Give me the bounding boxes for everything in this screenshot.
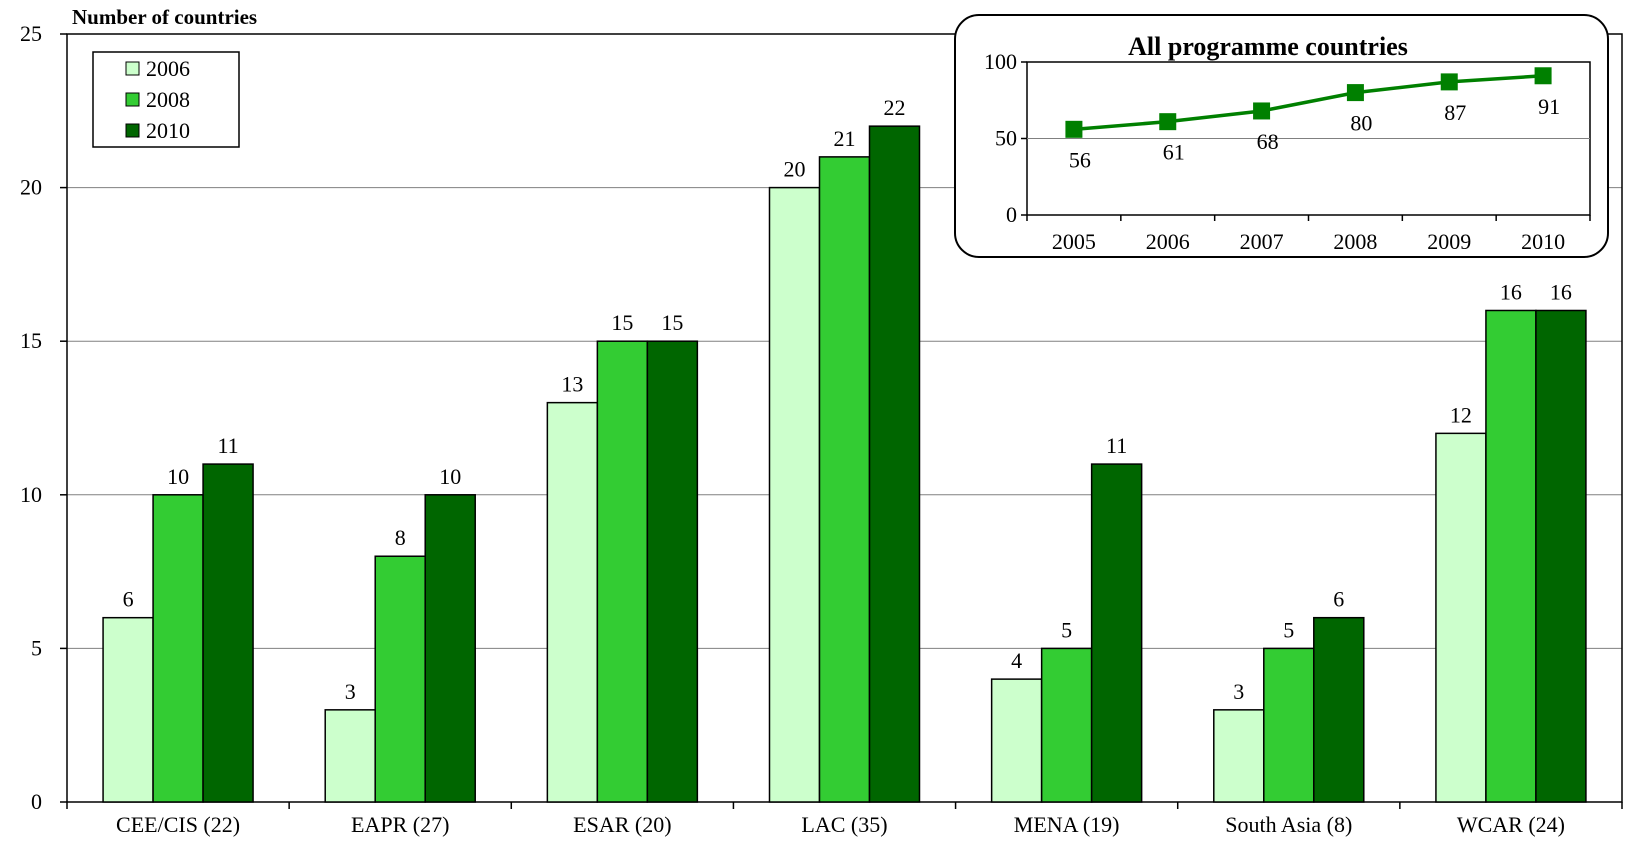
bar-value-label: 3 bbox=[1233, 679, 1244, 704]
bar-2010 bbox=[1535, 309, 1587, 803]
inset-x-tick-label: 2009 bbox=[1427, 229, 1471, 254]
inset-y-tick-label: 50 bbox=[995, 126, 1017, 151]
category-label: WCAR (24) bbox=[1457, 812, 1565, 837]
bar-value-label: 3 bbox=[345, 679, 356, 704]
y-tick-label: 25 bbox=[20, 21, 42, 46]
inset-point-label: 61 bbox=[1163, 140, 1185, 165]
legend-label: 2010 bbox=[146, 118, 190, 143]
bar-2006 bbox=[990, 678, 1043, 803]
inset-point-label: 87 bbox=[1444, 100, 1466, 125]
inset-point-label: 80 bbox=[1350, 111, 1372, 136]
inset-x-tick-label: 2008 bbox=[1333, 229, 1377, 254]
inset-point-label: 68 bbox=[1257, 129, 1279, 154]
y-axis-title: Number of countries bbox=[72, 5, 257, 29]
y-tick-label: 5 bbox=[31, 635, 42, 660]
bar-2008 bbox=[1263, 647, 1315, 803]
bar-value-label: 4 bbox=[1011, 648, 1022, 673]
inset-point-marker bbox=[1253, 102, 1271, 120]
bar-2008 bbox=[1040, 647, 1093, 803]
bar-value-label: 5 bbox=[1061, 617, 1072, 642]
bar-value-label: 20 bbox=[784, 157, 806, 182]
category-label: MENA (19) bbox=[1014, 812, 1120, 837]
bar-2010 bbox=[1313, 616, 1365, 803]
legend-swatch bbox=[125, 92, 140, 107]
inset-x-tick-label: 2005 bbox=[1052, 229, 1096, 254]
y-tick-label: 0 bbox=[31, 789, 42, 814]
inset-point-marker bbox=[1534, 67, 1552, 85]
inset-series-line bbox=[1073, 74, 1544, 132]
bar-2008 bbox=[1485, 309, 1537, 803]
bar-2010 bbox=[646, 340, 699, 803]
category-label: EAPR (27) bbox=[351, 812, 449, 837]
bar-2008 bbox=[596, 340, 649, 803]
inset-chart: All programme countries 0 50 100 56 2005 61 200… bbox=[954, 14, 1609, 258]
inset-y-tick-label: 0 bbox=[1006, 202, 1017, 227]
category-label: South Asia (8) bbox=[1225, 812, 1352, 837]
bar-value-label: 15 bbox=[611, 310, 633, 335]
inset-x-tick-label: 2007 bbox=[1240, 229, 1284, 254]
bar-2008 bbox=[374, 555, 426, 803]
inset-point-label: 56 bbox=[1069, 147, 1091, 172]
main-bars bbox=[102, 125, 1587, 803]
y-tick-label: 20 bbox=[20, 175, 42, 200]
bar-value-label: 21 bbox=[834, 126, 856, 151]
bar-2008 bbox=[152, 494, 204, 803]
category-label: LAC (35) bbox=[801, 812, 887, 837]
inset-x-tick-label: 2010 bbox=[1521, 229, 1565, 254]
bar-value-label: 10 bbox=[439, 464, 461, 489]
inset-y-tick-label: 100 bbox=[984, 49, 1017, 74]
main-tick-labels: 0 5 10 15 20 25 bbox=[20, 21, 42, 814]
bar-2008 bbox=[818, 156, 871, 803]
bar-value-label: 6 bbox=[123, 587, 134, 612]
inset-x-tick-label: 2006 bbox=[1146, 229, 1190, 254]
legend: 2006 2008 2010 bbox=[92, 51, 240, 148]
legend-swatch bbox=[125, 61, 140, 76]
bar-value-label: 13 bbox=[561, 372, 583, 397]
legend-box bbox=[92, 51, 240, 148]
bar-2006 bbox=[546, 401, 599, 803]
bar-2010 bbox=[424, 494, 476, 803]
inset-point-marker bbox=[1065, 120, 1083, 138]
bar-2006 bbox=[102, 616, 154, 803]
legend-swatch bbox=[125, 123, 140, 138]
inset-point-marker bbox=[1159, 113, 1177, 131]
bar-2010 bbox=[1090, 463, 1143, 803]
bar-value-label: 5 bbox=[1283, 617, 1294, 642]
inset-point-marker bbox=[1440, 73, 1458, 91]
bar-2006 bbox=[1435, 432, 1487, 803]
bar-2010 bbox=[868, 125, 921, 803]
bar-value-label: 16 bbox=[1500, 279, 1522, 304]
inset-point-label: 91 bbox=[1538, 94, 1560, 119]
legend-label: 2006 bbox=[146, 56, 190, 81]
bar-value-label: 6 bbox=[1333, 587, 1344, 612]
bar-value-label: 22 bbox=[884, 95, 906, 120]
bar-value-label: 11 bbox=[1106, 433, 1127, 458]
y-tick-label: 15 bbox=[20, 328, 42, 353]
y-tick-label: 10 bbox=[20, 482, 42, 507]
bar-2006 bbox=[768, 186, 821, 803]
category-label: ESAR (20) bbox=[573, 812, 671, 837]
bar-value-label: 12 bbox=[1450, 402, 1472, 427]
main-category-labels: CEE/CIS (22) EAPR (27) ESAR (20) LAC (35) ME… bbox=[116, 812, 1565, 837]
bar-value-label: 8 bbox=[395, 525, 406, 550]
bar-value-label: 11 bbox=[217, 433, 238, 458]
inset-title: All programme countries bbox=[1128, 32, 1408, 61]
bar-value-label: 10 bbox=[167, 464, 189, 489]
bar-2006 bbox=[324, 709, 376, 803]
bar-2006 bbox=[1213, 709, 1265, 803]
bar-2010 bbox=[202, 463, 254, 803]
legend-label: 2008 bbox=[146, 87, 190, 112]
inset-point-marker bbox=[1346, 84, 1364, 102]
bar-value-label: 15 bbox=[661, 310, 683, 335]
bar-value-label: 16 bbox=[1550, 279, 1572, 304]
category-label: CEE/CIS (22) bbox=[116, 812, 240, 837]
